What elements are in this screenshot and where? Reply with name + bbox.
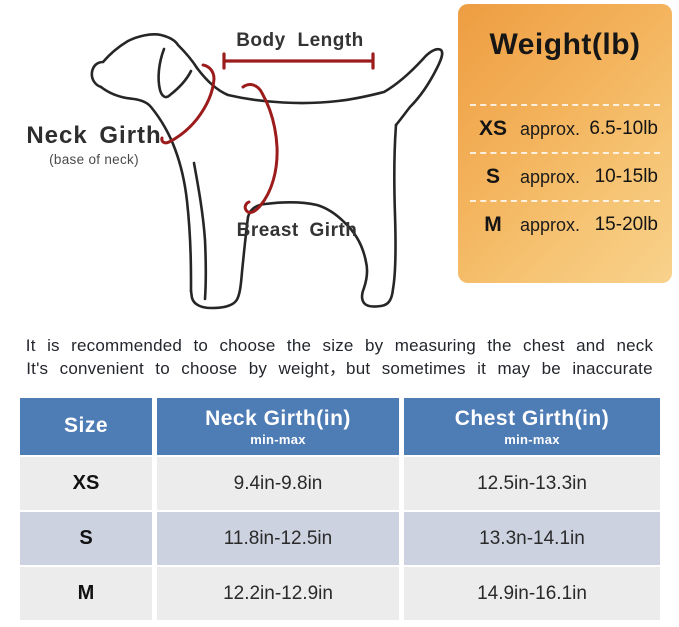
cell-size-xs: XS	[20, 457, 152, 510]
neck-girth-label: Neck Girth	[26, 122, 162, 149]
neck-girth-arc	[160, 63, 216, 145]
weight-range-s: 10-15lb	[594, 166, 658, 187]
header-neck-title: Neck Girth(in)	[205, 406, 351, 430]
dog-measurement-diagram	[90, 33, 444, 310]
cell-size-m: M	[20, 567, 152, 620]
recommendation-notes: It is recommended to choose the size by …	[0, 334, 679, 380]
dog-inner-foreleg	[192, 161, 208, 301]
weight-size-m: M	[484, 213, 502, 236]
weight-row-s: S approx. 10-15lb	[470, 152, 660, 200]
weight-approx-xs: approx.	[520, 118, 581, 139]
body-length-label: Body Length	[236, 30, 364, 51]
weight-panel-title: Weight(lb)	[489, 28, 641, 61]
cell-chest-s: 13.3n-14.1in	[404, 512, 660, 565]
dog-head-outline	[90, 33, 199, 89]
weight-range-xs: 6.5-10lb	[589, 118, 658, 139]
weight-approx-s: approx.	[520, 166, 581, 187]
note-line-1: It is recommended to choose the size by …	[25, 336, 654, 355]
cell-neck-xs: 9.4in-9.8in	[157, 457, 399, 510]
header-chest-sub: min-max	[504, 431, 560, 447]
dog-ear	[157, 47, 193, 99]
weight-range-m: 15-20lb	[594, 214, 658, 235]
note-line-2: It's convenient to choose by weight，but …	[26, 359, 653, 378]
weight-row-m: M approx. 15-20lb	[470, 200, 660, 248]
header-chest-title: Chest Girth(in)	[454, 406, 610, 430]
cell-neck-m: 12.2in-12.9in	[157, 567, 399, 620]
header-size-title: Size	[63, 414, 109, 437]
cell-neck-s: 11.8in-12.5in	[157, 512, 399, 565]
cell-chest-xs: 12.5in-13.3in	[404, 457, 660, 510]
weight-panel: Weight(lb) XS approx. 6.5-10lb S approx.…	[458, 4, 672, 283]
header-neck-girth: Neck Girth(in) min-max	[157, 398, 399, 455]
breast-girth-arc	[241, 83, 279, 215]
dog-hindleg-belly-outline	[189, 123, 398, 310]
weight-size-s: S	[485, 165, 500, 188]
weight-row-xs: XS approx. 6.5-10lb	[470, 104, 660, 152]
dog-throat-foreleg-outline	[99, 85, 193, 293]
body-length-measure-line	[222, 52, 375, 70]
cell-size-s: S	[20, 512, 152, 565]
header-neck-sub: min-max	[250, 431, 306, 447]
weight-size-xs: XS	[478, 117, 507, 140]
header-chest-girth: Chest Girth(in) min-max	[404, 398, 660, 455]
breast-girth-label: Breast Girth	[236, 220, 358, 241]
size-table: Size Neck Girth(in) min-max Chest Girth(…	[20, 398, 660, 620]
neck-girth-sublabel: (base of neck)	[49, 152, 139, 167]
dog-back-tail-outline	[195, 47, 444, 127]
weight-approx-m: approx.	[520, 214, 581, 235]
cell-chest-m: 14.9in-16.1in	[404, 567, 660, 620]
header-size: Size	[20, 398, 152, 455]
neck-girth-label-block: Neck Girth (base of neck)	[18, 122, 170, 167]
